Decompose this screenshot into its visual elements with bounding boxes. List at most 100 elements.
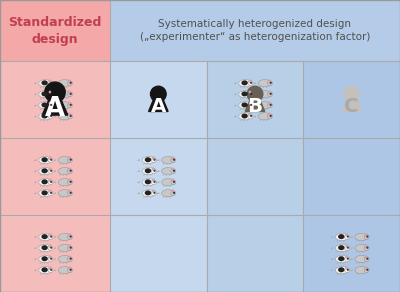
- Ellipse shape: [268, 113, 270, 116]
- Text: Systematically heterogenized design
(„experimenter“ as heterogenization factor): Systematically heterogenized design („ex…: [140, 19, 370, 42]
- Bar: [207, 138, 303, 215]
- Circle shape: [247, 86, 263, 102]
- Ellipse shape: [146, 180, 150, 184]
- Circle shape: [151, 191, 156, 196]
- Circle shape: [51, 258, 52, 259]
- Circle shape: [270, 93, 271, 94]
- Ellipse shape: [42, 92, 47, 96]
- Ellipse shape: [355, 267, 368, 274]
- Circle shape: [345, 234, 350, 239]
- Ellipse shape: [49, 113, 51, 116]
- Ellipse shape: [346, 244, 348, 247]
- Circle shape: [70, 258, 71, 259]
- Ellipse shape: [339, 268, 344, 272]
- Circle shape: [154, 159, 155, 160]
- Circle shape: [70, 236, 71, 237]
- Ellipse shape: [68, 91, 70, 93]
- Ellipse shape: [49, 267, 51, 269]
- Ellipse shape: [142, 179, 155, 186]
- Circle shape: [268, 92, 272, 97]
- Circle shape: [150, 86, 166, 102]
- Ellipse shape: [42, 257, 47, 260]
- Circle shape: [68, 114, 72, 119]
- Ellipse shape: [355, 244, 368, 252]
- Ellipse shape: [152, 190, 154, 192]
- Ellipse shape: [365, 234, 367, 236]
- Bar: [0, 61, 110, 138]
- Circle shape: [364, 268, 369, 273]
- Ellipse shape: [49, 168, 51, 170]
- Ellipse shape: [39, 233, 52, 241]
- Circle shape: [48, 92, 53, 97]
- Ellipse shape: [49, 80, 51, 82]
- Ellipse shape: [58, 190, 71, 197]
- Ellipse shape: [365, 256, 367, 258]
- Ellipse shape: [49, 256, 51, 258]
- Circle shape: [171, 180, 176, 185]
- Circle shape: [68, 81, 72, 86]
- Bar: [303, 61, 400, 138]
- Ellipse shape: [355, 256, 368, 263]
- Ellipse shape: [39, 190, 52, 197]
- Ellipse shape: [162, 157, 174, 164]
- Circle shape: [268, 114, 272, 119]
- Ellipse shape: [239, 113, 252, 120]
- Ellipse shape: [68, 179, 70, 181]
- Ellipse shape: [249, 91, 251, 93]
- Circle shape: [51, 192, 52, 193]
- Circle shape: [154, 181, 155, 182]
- Ellipse shape: [42, 81, 47, 85]
- Circle shape: [68, 92, 72, 97]
- Ellipse shape: [239, 102, 252, 109]
- Ellipse shape: [249, 102, 251, 105]
- Ellipse shape: [239, 80, 252, 87]
- Ellipse shape: [242, 92, 247, 96]
- Ellipse shape: [68, 190, 70, 192]
- Ellipse shape: [146, 191, 150, 195]
- Ellipse shape: [152, 179, 154, 181]
- Ellipse shape: [39, 157, 52, 164]
- Circle shape: [70, 82, 71, 83]
- Ellipse shape: [336, 256, 348, 263]
- Ellipse shape: [68, 256, 70, 258]
- Bar: [110, 215, 207, 292]
- Circle shape: [51, 247, 52, 248]
- Circle shape: [68, 169, 72, 174]
- Ellipse shape: [242, 114, 247, 118]
- Circle shape: [151, 180, 156, 185]
- Ellipse shape: [249, 113, 251, 116]
- Circle shape: [68, 180, 72, 185]
- Ellipse shape: [58, 80, 71, 87]
- Ellipse shape: [346, 267, 348, 269]
- Ellipse shape: [68, 80, 70, 82]
- Circle shape: [171, 169, 176, 174]
- Circle shape: [68, 103, 72, 108]
- Circle shape: [367, 236, 368, 237]
- Circle shape: [70, 192, 71, 193]
- Bar: [303, 215, 400, 292]
- Ellipse shape: [152, 168, 154, 170]
- Ellipse shape: [68, 244, 70, 247]
- Ellipse shape: [42, 158, 47, 161]
- Circle shape: [171, 158, 176, 163]
- Circle shape: [251, 93, 252, 94]
- Ellipse shape: [58, 102, 71, 109]
- Ellipse shape: [39, 102, 52, 109]
- Ellipse shape: [39, 256, 52, 263]
- Ellipse shape: [49, 102, 51, 105]
- Ellipse shape: [42, 114, 47, 118]
- Circle shape: [48, 169, 53, 174]
- Ellipse shape: [49, 179, 51, 181]
- Circle shape: [70, 93, 71, 94]
- Circle shape: [48, 180, 53, 185]
- Text: A: A: [45, 96, 65, 122]
- Circle shape: [345, 257, 350, 262]
- Ellipse shape: [39, 113, 52, 120]
- Circle shape: [344, 86, 360, 102]
- Circle shape: [68, 257, 72, 262]
- Ellipse shape: [42, 169, 47, 173]
- Polygon shape: [245, 100, 265, 112]
- Ellipse shape: [68, 168, 70, 170]
- Ellipse shape: [49, 157, 51, 159]
- Ellipse shape: [162, 190, 174, 197]
